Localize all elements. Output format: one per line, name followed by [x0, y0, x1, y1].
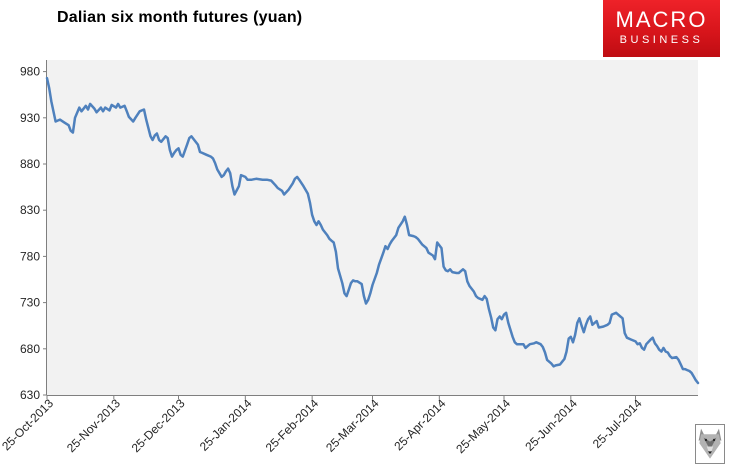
futures-price-line	[45, 76, 700, 385]
x-tick-label: 25-Mar-2014	[323, 396, 382, 455]
x-tick-label: 25-Jul-2014	[590, 396, 645, 451]
y-tick-label: 980	[20, 65, 40, 79]
x-tick-label: 25-Feb-2014	[263, 396, 322, 455]
macrobusiness-logo: MACRO BUSINESS	[603, 0, 720, 57]
x-tick-label: 25-Jun-2014	[522, 396, 580, 454]
y-tick-label: 830	[20, 203, 40, 217]
plot-area	[47, 60, 698, 395]
wolf-logo-icon	[695, 424, 725, 464]
y-tick-label: 880	[20, 157, 40, 171]
y-tick-label: 930	[20, 111, 40, 125]
page-title: Dalian six month futures (yuan)	[57, 9, 303, 26]
y-tick-label: 780	[20, 249, 40, 263]
x-tick-label: 25-Dec-2013	[129, 396, 188, 455]
logo-text-macro: MACRO	[615, 7, 708, 32]
x-tick-label: 25-Nov-2013	[64, 396, 123, 455]
x-tick-label: 25-Apr-2014	[391, 396, 448, 453]
logo-text-business: BUSINESS	[619, 34, 704, 46]
y-tick-label: 630	[20, 388, 40, 402]
x-tick-label: 25-May-2014	[453, 396, 513, 456]
x-tick-label: 25-Oct-2013	[0, 396, 56, 453]
x-tick-label: 25-Jan-2014	[197, 396, 255, 454]
wolf-icon	[698, 428, 722, 459]
y-tick-label: 680	[20, 342, 40, 356]
y-tick-label: 730	[20, 296, 40, 310]
